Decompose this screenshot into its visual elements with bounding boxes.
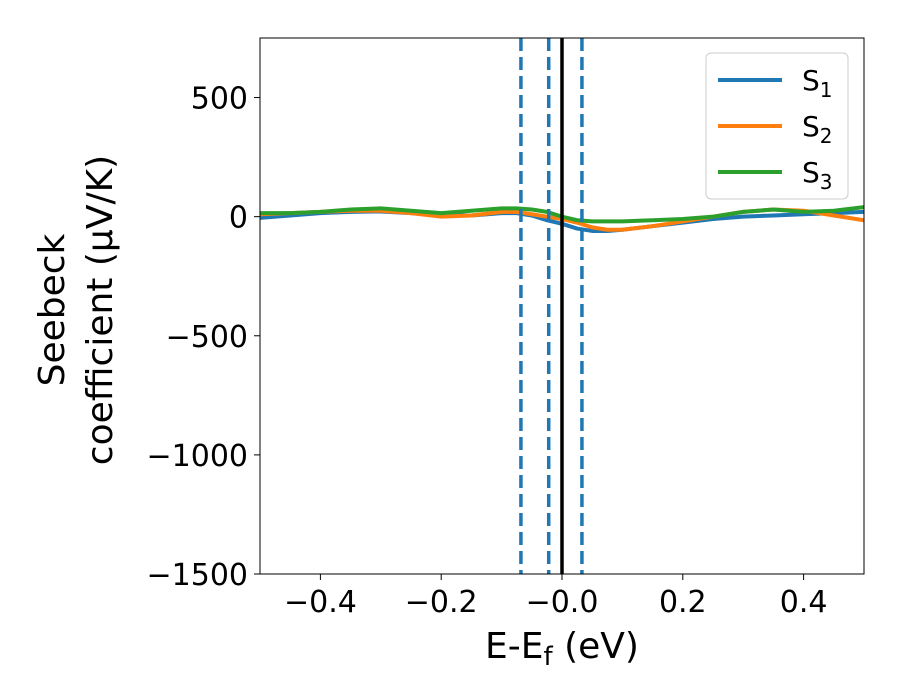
legend-label-s3: S3: [802, 156, 833, 194]
axis-titles: E-Ef (eV) Seebeck coefficient (μV/K): [32, 155, 639, 672]
x-tick-label: −0.2: [405, 585, 478, 620]
plot-area: [260, 38, 864, 574]
y-tick-label: 0: [229, 201, 248, 236]
y-tick-label: −1500: [147, 558, 248, 593]
y-tick-label: −1000: [147, 439, 248, 474]
y-tick-label: 500: [191, 82, 248, 117]
x-tick-label: −0.4: [284, 585, 357, 620]
legend-label-s2: S2: [802, 110, 833, 148]
x-axis-title: E-Ef (eV): [485, 626, 639, 672]
x-tick-label: 0.4: [780, 585, 828, 620]
y-tick-label: −500: [166, 320, 248, 355]
x-tick-label: −0.0: [526, 585, 599, 620]
legend-label-s1: S1: [802, 64, 833, 102]
legend: S1 S2 S3: [705, 52, 849, 200]
x-tick-label: 0.2: [659, 585, 707, 620]
y-axis-title: Seebeck coefficient (μV/K): [32, 155, 121, 465]
plot-content: [260, 38, 864, 574]
axes: −0.4 −0.2 −0.0 0.2 0.4 500 0 −500 −1000 −1500: [147, 37, 865, 620]
